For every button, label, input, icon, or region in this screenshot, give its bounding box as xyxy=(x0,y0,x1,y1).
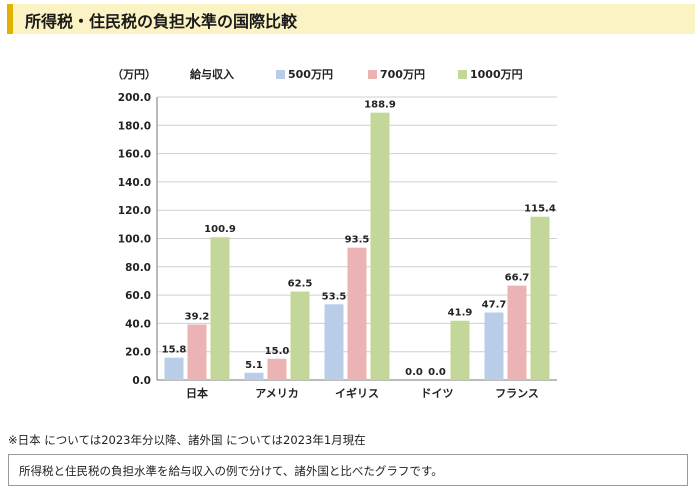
bar xyxy=(210,237,230,380)
bar-value-label: 5.1 xyxy=(245,360,263,371)
bar xyxy=(267,358,287,380)
footnote: ※日本 については2023年分以降、諸外国 については2023年1月現在 xyxy=(8,433,366,447)
bar xyxy=(530,216,550,380)
bar-value-label: 0.0 xyxy=(428,367,446,378)
bar-value-label: 62.5 xyxy=(288,279,313,290)
bar xyxy=(484,312,504,380)
bar-value-label: 100.9 xyxy=(204,224,236,235)
legend-swatch xyxy=(368,70,377,79)
bar-value-label: 53.5 xyxy=(322,291,347,302)
x-tick-label: 日本 xyxy=(186,386,208,400)
bar-value-label: 0.0 xyxy=(405,367,423,378)
x-axis: 日本 アメリカ イギリス ドイツ フランス xyxy=(186,386,539,400)
legend-label: 1000万円 xyxy=(470,68,523,81)
y-tick-label: 60.0 xyxy=(125,290,151,302)
bar xyxy=(164,357,184,380)
unit-label: （万円） xyxy=(112,68,156,81)
x-tick-label: フランス xyxy=(495,387,539,400)
y-tick-label: 120.0 xyxy=(118,205,151,217)
chart-bars xyxy=(164,112,550,381)
bar xyxy=(187,324,207,380)
bar-value-label: 15.8 xyxy=(162,345,187,356)
bar-value-labels: 15.8 39.2 100.9 5.115.0 62.5 53.5 93.5 188.9 0.0… xyxy=(162,100,556,378)
title-bar: 所得税・住民税の負担水準の国際比較 xyxy=(7,4,695,34)
legend-label: 700万円 xyxy=(380,68,425,81)
y-tick-label: 80.0 xyxy=(125,262,151,274)
legend-swatch xyxy=(458,70,467,79)
caption-box: 所得税と住民税の負担水準を給与収入の例で分けて、諸外国と比べたグラフです。 xyxy=(8,454,688,486)
y-tick-label: 160.0 xyxy=(118,149,151,161)
y-tick-label: 0.0 xyxy=(132,375,151,387)
caption-text: 所得税と住民税の負担水準を給与収入の例で分けて、諸外国と比べたグラフです。 xyxy=(19,464,443,478)
y-tick-label: 40.0 xyxy=(125,318,151,330)
y-axis: 0.0 20.0 40.0 60.0 80.0 100.0 120.0 140.0 160.0 1… xyxy=(118,92,151,387)
y-tick-label: 200.0 xyxy=(118,92,151,104)
y-tick-label: 180.0 xyxy=(118,120,151,132)
page-title: 所得税・住民税の負担水準の国際比較 xyxy=(25,12,298,31)
bar-value-label: 93.5 xyxy=(345,235,370,246)
bar-value-label: 47.7 xyxy=(482,300,507,311)
y-tick-label: 100.0 xyxy=(118,234,151,246)
bar xyxy=(450,320,470,380)
x-tick-label: ドイツ xyxy=(421,387,454,400)
y-tick-label: 20.0 xyxy=(125,347,151,359)
bar-value-label: 188.9 xyxy=(364,100,396,111)
legend-label: 500万円 xyxy=(288,68,333,81)
bar-value-label: 66.7 xyxy=(505,273,530,284)
bar-value-label: 41.9 xyxy=(448,308,473,319)
bar-value-label: 39.2 xyxy=(185,312,210,323)
x-tick-label: イギリス xyxy=(335,386,379,400)
legend-title: 給与収入 xyxy=(190,67,234,81)
bar xyxy=(244,372,264,380)
chart-legend: 500万円 700万円 1000万円 xyxy=(276,68,523,81)
bar xyxy=(324,304,344,380)
bar xyxy=(507,285,527,380)
y-tick-label: 140.0 xyxy=(118,177,151,189)
bar-value-label: 115.4 xyxy=(524,204,556,215)
bar xyxy=(290,291,310,380)
legend-swatch xyxy=(276,70,285,79)
bar xyxy=(347,247,367,380)
x-tick-label: アメリカ xyxy=(255,387,298,400)
bar xyxy=(370,112,390,381)
bar-value-label: 15.0 xyxy=(265,346,290,357)
